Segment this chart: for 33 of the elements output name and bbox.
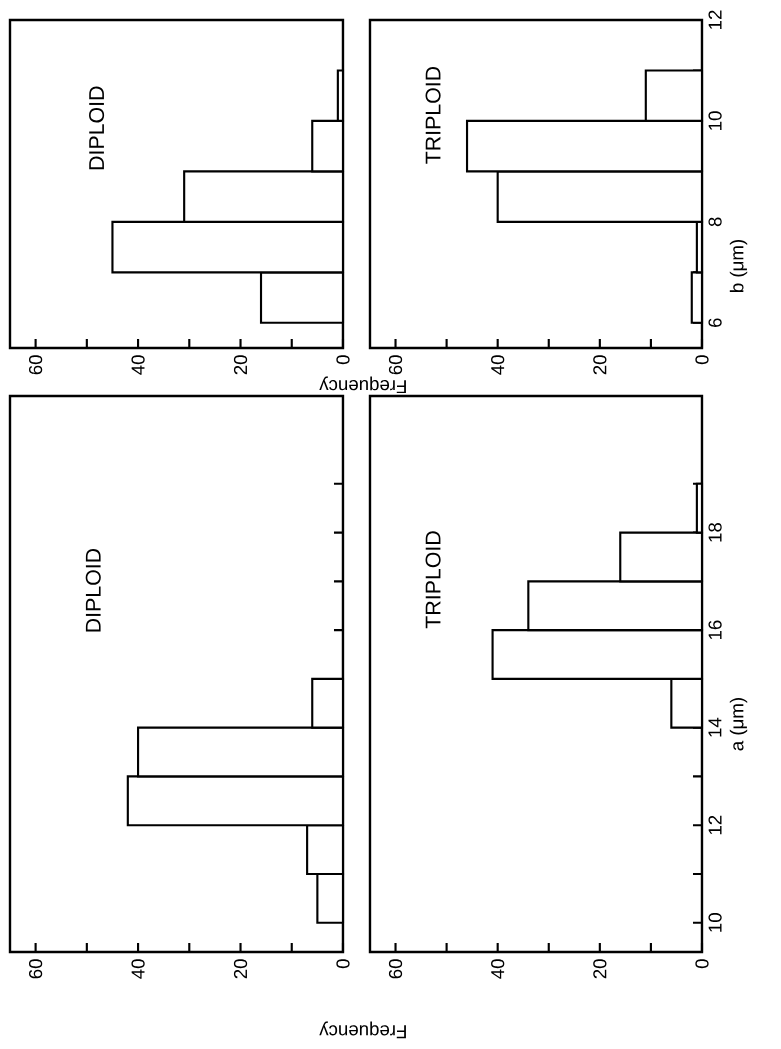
x-tick-label: 20 [233,355,248,375]
x-tick-label: 20 [593,355,607,375]
text: TRIPLOID [425,66,441,164]
y-tick-label: 14 [708,717,722,737]
x-tick-label: 0 [695,355,709,365]
text: DIPLOID [89,86,105,170]
x-axis-title: Frequency [319,376,406,394]
x-tick-label: 40 [491,355,505,375]
y-tick-label: 12 [708,815,722,835]
x-tick-label: 40 [491,959,505,979]
y-tick-label: 6 [708,318,722,328]
x-tick-label: 60 [388,355,403,375]
x-tick-label: 40 [131,959,145,979]
x-tick-label: 0 [336,959,350,969]
x-tick-label: 60 [28,959,43,979]
x-tick-label: 20 [593,959,607,979]
y-tick-label: 10 [708,111,722,130]
x-tick-label: 60 [388,959,403,979]
y-axis-title: a (μm) [729,698,748,751]
x-tick-label: 0 [695,959,709,969]
y-tick-label: 18 [708,522,722,542]
x-axis-title: Frequency [319,1021,406,1039]
x-tick-label: 60 [28,355,43,375]
text: TRIPLOID [425,531,441,629]
y-tick-label: 8 [708,217,722,227]
text: DIPLOID [85,548,101,632]
y-axis-title: b (μm) [729,240,748,292]
y-tick-label: 10 [708,913,722,932]
y-tick-label: 16 [708,620,722,640]
x-tick-label: 20 [233,959,248,979]
x-tick-label: 40 [131,355,145,375]
x-tick-label: 0 [336,355,350,365]
y-tick-label: 12 [708,10,722,29]
